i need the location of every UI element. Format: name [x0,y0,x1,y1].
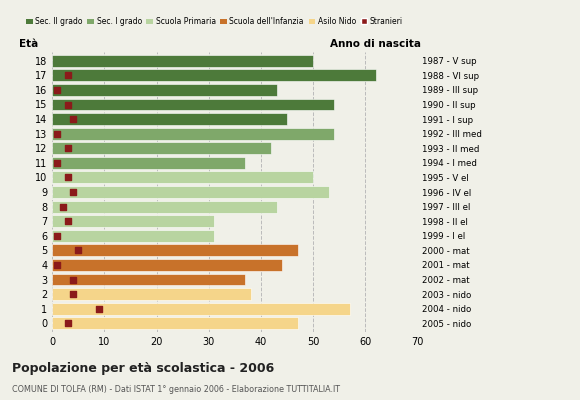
Bar [52,55,313,67]
Point [95,306,104,312]
Bar [52,317,298,329]
Point [53,87,62,93]
Point [53,130,62,137]
Point [63,72,72,78]
Bar [52,186,329,198]
Point [63,320,72,326]
Bar [52,84,277,96]
Point [63,174,72,181]
Point [53,232,62,239]
Bar [52,98,334,110]
Text: Popolazione per età scolastica - 2006: Popolazione per età scolastica - 2006 [12,362,274,375]
Bar [52,274,245,286]
Bar [52,113,287,125]
Point [68,276,78,283]
Point [63,101,72,108]
Point [68,291,78,297]
Text: Anno di nascita: Anno di nascita [330,39,421,49]
Bar [52,215,214,227]
Bar [52,142,271,154]
Bar [52,172,313,183]
Legend: Sec. II grado, Sec. I grado, Scuola Primaria, Scuola dell'Infanzia, Asilo Nido, : Sec. II grado, Sec. I grado, Scuola Prim… [23,14,406,29]
Bar [52,69,376,81]
Bar [52,128,334,140]
Text: Età: Età [19,39,38,49]
Point [68,189,78,195]
Bar [52,230,214,242]
Point [58,203,67,210]
Bar [52,157,245,169]
Point [68,116,78,122]
Text: COMUNE DI TOLFA (RM) - Dati ISTAT 1° gennaio 2006 - Elaborazione TUTTITALIA.IT: COMUNE DI TOLFA (RM) - Dati ISTAT 1° gen… [12,385,340,394]
Bar [52,259,282,271]
Point [63,218,72,224]
Bar [52,288,251,300]
Bar [52,244,298,256]
Point [74,247,83,254]
Point [53,160,62,166]
Point [53,262,62,268]
Bar [52,201,277,212]
Bar [52,303,350,315]
Point [63,145,72,152]
